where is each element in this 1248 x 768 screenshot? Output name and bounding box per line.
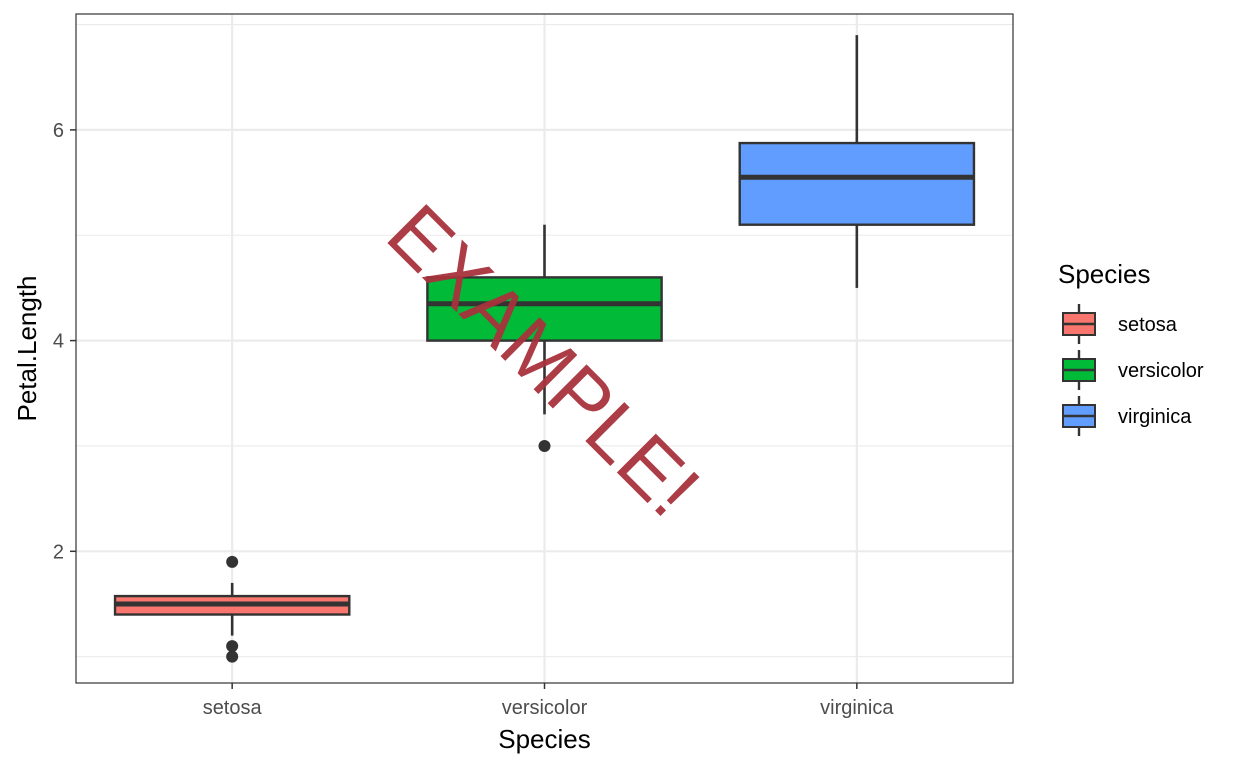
y-axis: 2 4 6 (53, 120, 76, 563)
outlier-point (226, 640, 239, 653)
y-tick-label: 4 (53, 331, 64, 353)
box-virginica (738, 35, 976, 288)
box-setosa (113, 555, 351, 663)
box-iqr (426, 276, 663, 342)
y-tick-label: 6 (53, 120, 64, 142)
outlier-point (538, 439, 551, 452)
legend-label: versicolor (1118, 360, 1204, 382)
x-axis-title: Species (498, 724, 591, 754)
x-tick-label: setosa (203, 697, 263, 719)
x-tick-label: versicolor (502, 697, 588, 719)
legend-title: Species (1058, 259, 1151, 289)
legend-item-virginica: virginica (1062, 396, 1192, 436)
box-iqr (738, 141, 976, 226)
legend-item-setosa: setosa (1062, 304, 1178, 344)
x-tick-label: virginica (820, 697, 894, 719)
boxes-layer (113, 35, 976, 663)
legend-label: virginica (1118, 406, 1192, 428)
x-axis: setosa versicolor virginica (203, 683, 894, 719)
y-axis-title: Petal.Length (12, 275, 42, 421)
box-versicolor (426, 224, 663, 452)
legend-label: setosa (1118, 314, 1178, 336)
y-tick-label: 2 (53, 541, 64, 563)
legend: Species setosa versicolor virginica (1058, 259, 1204, 436)
legend-item-versicolor: versicolor (1062, 350, 1204, 390)
outlier-point (226, 555, 239, 568)
outlier-point (226, 650, 239, 663)
